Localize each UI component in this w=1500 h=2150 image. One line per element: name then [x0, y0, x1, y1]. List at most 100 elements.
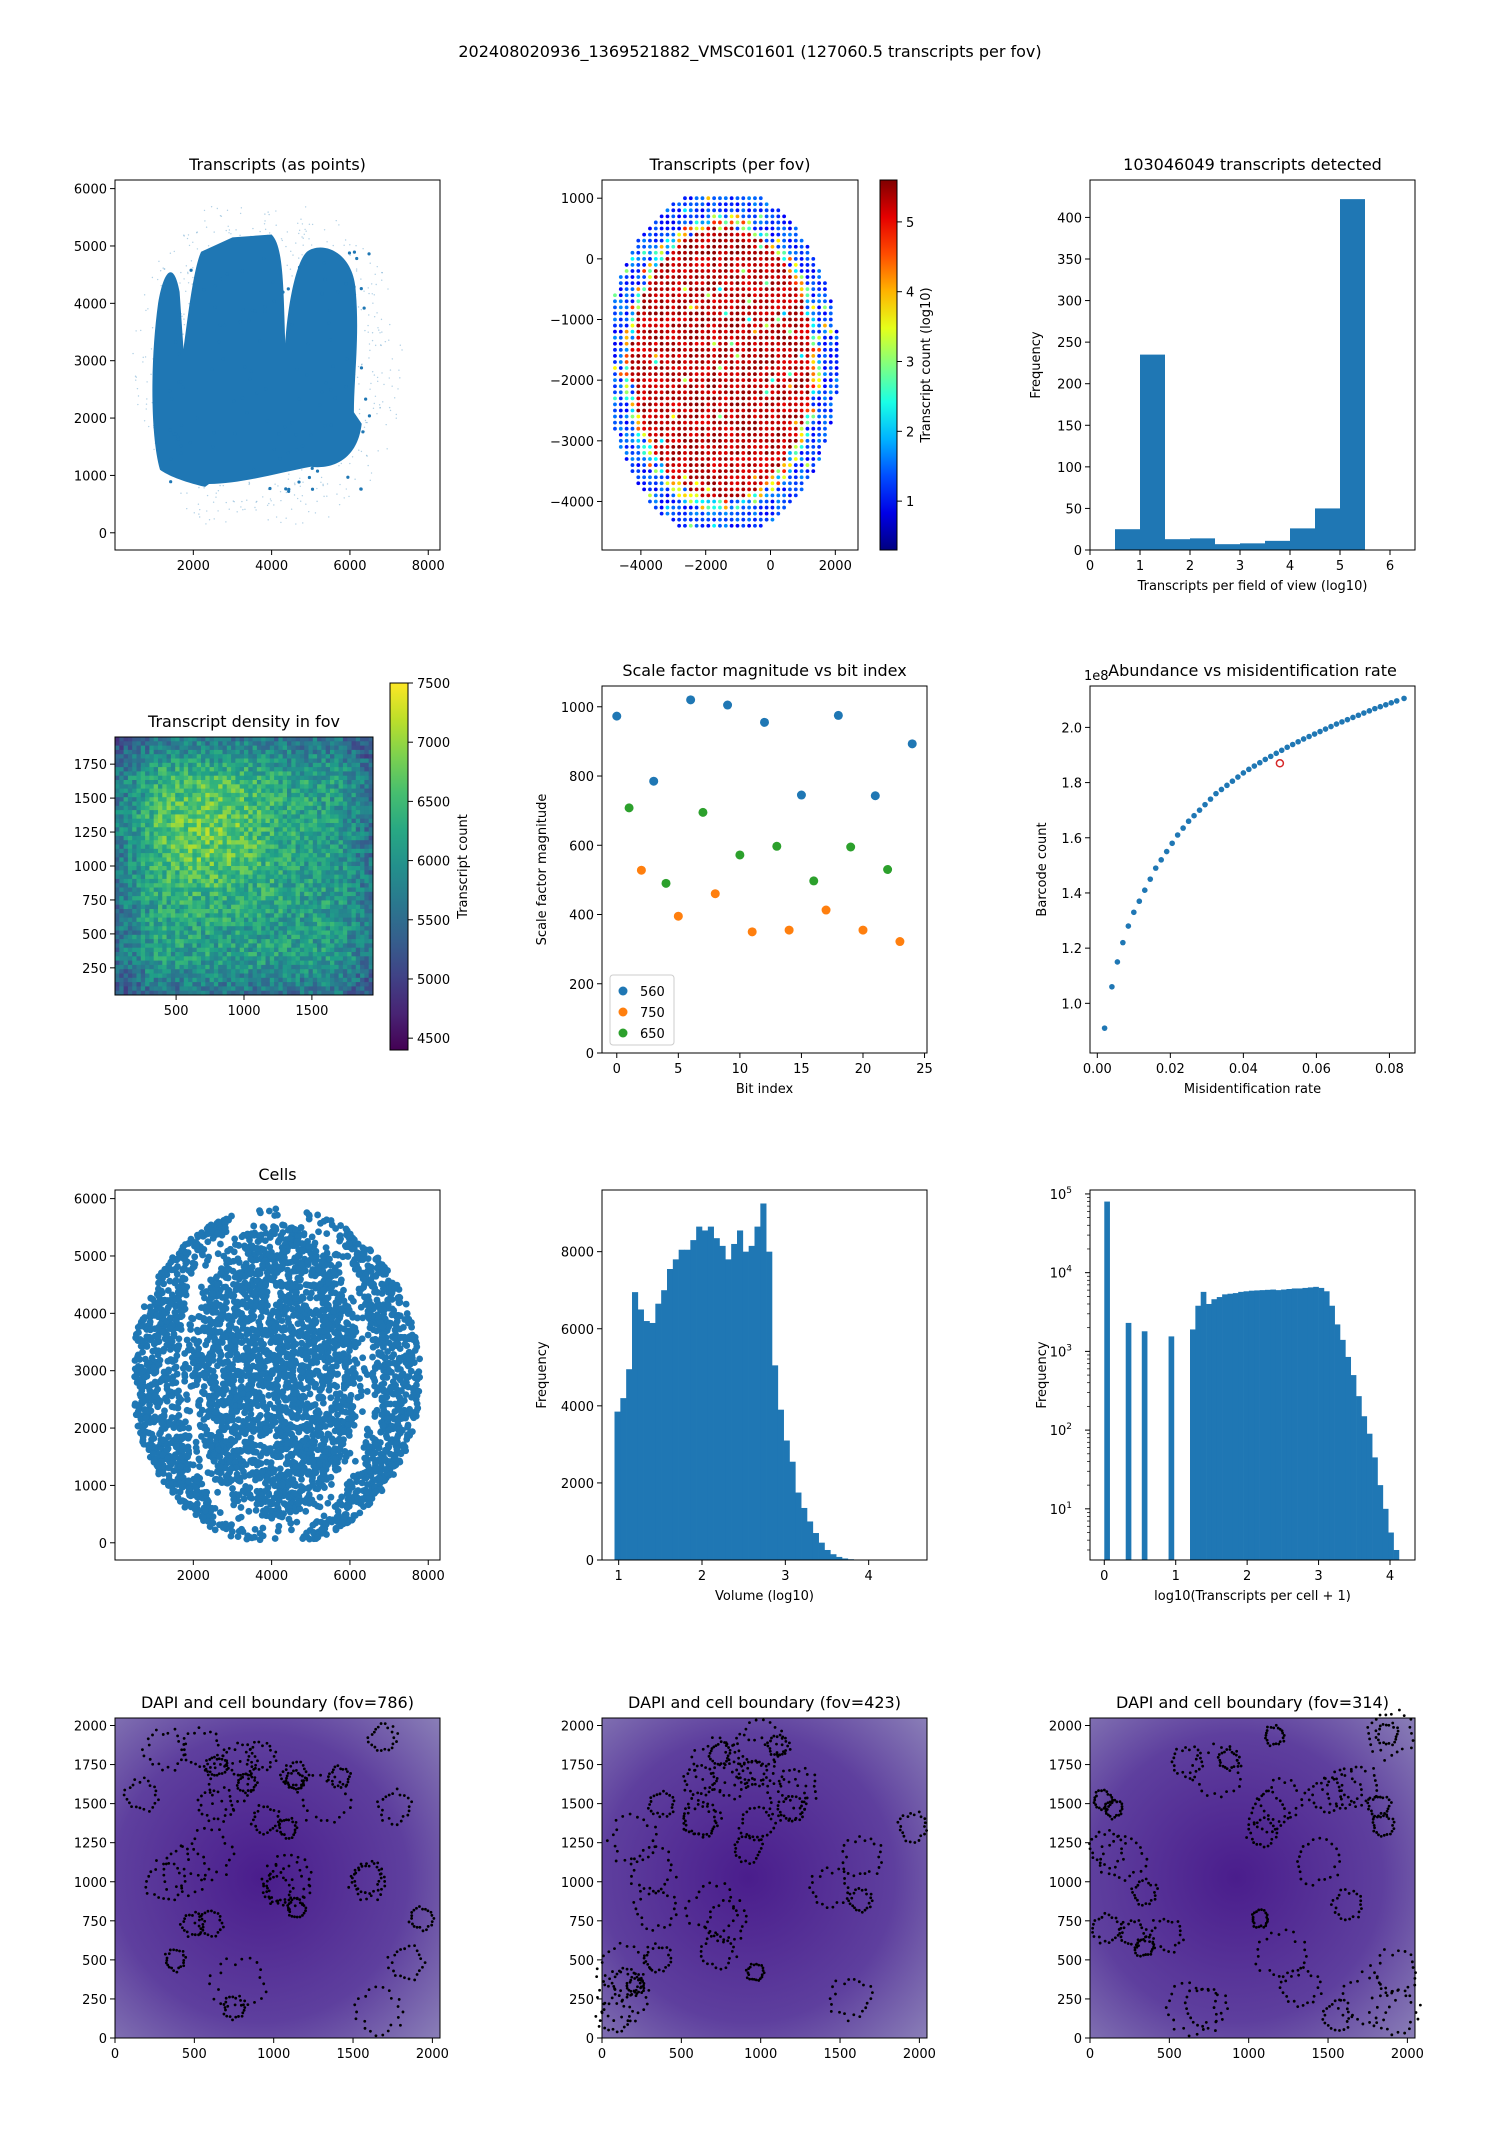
fov-point	[706, 202, 711, 207]
heatmap-cell	[188, 964, 193, 970]
heatmap-cell	[269, 878, 275, 884]
heatmap-cell	[222, 934, 228, 940]
fov-point	[613, 341, 617, 346]
fov-point	[776, 281, 781, 286]
heatmap-cell	[162, 767, 168, 772]
heatmap-cell	[192, 969, 198, 974]
heatmap-cell	[269, 956, 275, 962]
heatmap-cell	[274, 797, 279, 802]
heatmap-cell	[192, 741, 198, 747]
heatmap-cell	[188, 934, 193, 940]
fov-point	[735, 426, 740, 431]
heatmap-cell	[248, 805, 254, 811]
heatmap-cell	[231, 840, 236, 845]
fov-point	[782, 238, 787, 243]
x-tick-label: 1500	[295, 1004, 328, 1019]
heatmap-cell	[256, 917, 262, 923]
y-tick-label: 3000	[74, 355, 107, 370]
scatter-point	[144, 356, 147, 358]
heatmap-cell	[226, 878, 232, 884]
heatmap-cell	[192, 956, 198, 962]
heatmap-cell	[127, 986, 133, 992]
heatmap-cell	[145, 749, 150, 755]
scatter-point	[146, 381, 148, 383]
heatmap-cell	[123, 973, 129, 979]
fov-point	[799, 384, 804, 389]
heatmap-cell	[179, 956, 185, 962]
fov-point	[788, 269, 792, 273]
heatmap-cell	[166, 784, 172, 790]
heatmap-cell	[256, 823, 262, 828]
fov-point	[723, 263, 728, 267]
fov-point	[683, 250, 687, 255]
scatter-point	[262, 496, 264, 498]
heatmap-cell	[170, 823, 176, 828]
fov-point	[665, 232, 670, 237]
heatmap-cell	[179, 982, 185, 987]
scatter-point	[358, 383, 360, 385]
fov-point	[828, 372, 833, 376]
heatmap-cell	[201, 758, 206, 764]
fov-point	[712, 250, 717, 255]
fov-point	[694, 396, 699, 401]
fov-point	[764, 263, 769, 267]
heatmap-cell	[149, 960, 155, 966]
heatmap-cell	[153, 810, 159, 815]
heatmap-cell	[136, 887, 142, 893]
heatmap-cell	[188, 956, 193, 962]
fov-point	[706, 360, 711, 364]
fov-point	[828, 305, 833, 310]
heatmap-cell	[231, 943, 236, 949]
heatmap-cell	[226, 840, 232, 845]
heatmap-cell	[149, 887, 155, 893]
fov-point	[618, 378, 623, 383]
fov-point	[758, 396, 763, 401]
heatmap-cell	[269, 741, 275, 747]
heatmap-cell	[269, 977, 275, 983]
heatmap-cell	[218, 960, 223, 966]
heatmap-cell	[235, 758, 241, 764]
heatmap-cell	[149, 827, 155, 833]
heatmap-cell	[166, 835, 172, 841]
fov-point	[683, 293, 687, 298]
fov-point	[677, 238, 682, 243]
heatmap-cell	[149, 921, 155, 927]
fov-point	[747, 335, 752, 340]
heatmap-cell	[248, 861, 254, 867]
scatter-point	[257, 339, 262, 343]
heatmap-cell	[252, 921, 258, 927]
fov-point	[735, 444, 740, 449]
scatter-point	[299, 477, 301, 479]
fov-point	[747, 214, 752, 219]
fov-point	[636, 341, 641, 346]
heatmap-cell	[140, 762, 146, 768]
heatmap-cell	[222, 896, 228, 901]
fov-point	[741, 220, 746, 225]
fov-point	[776, 256, 781, 261]
fov-point	[753, 493, 757, 498]
heatmap-cell	[265, 853, 271, 858]
heatmap-cell	[166, 943, 172, 949]
heatmap-cell	[265, 969, 271, 974]
fov-point	[700, 469, 705, 474]
scatter-point	[373, 315, 376, 318]
heatmap-cell	[166, 917, 172, 923]
scatter-point	[388, 339, 390, 341]
heatmap-cell	[261, 775, 266, 781]
scatter-point	[142, 356, 144, 359]
fov-point	[741, 287, 746, 292]
heatmap-cell	[140, 801, 146, 807]
fov-point	[782, 475, 787, 480]
heatmap-cell	[201, 814, 206, 820]
fov-point	[642, 408, 647, 413]
fov-point	[747, 384, 752, 389]
heatmap-cell	[179, 827, 185, 833]
fov-point	[677, 214, 682, 219]
heatmap-cell	[132, 956, 137, 962]
fov-point	[683, 396, 687, 401]
heatmap-cell	[239, 878, 245, 884]
fov-point	[782, 481, 787, 486]
heatmap-cell	[256, 754, 262, 759]
heatmap-cell	[175, 917, 180, 923]
fov-point	[665, 384, 670, 389]
